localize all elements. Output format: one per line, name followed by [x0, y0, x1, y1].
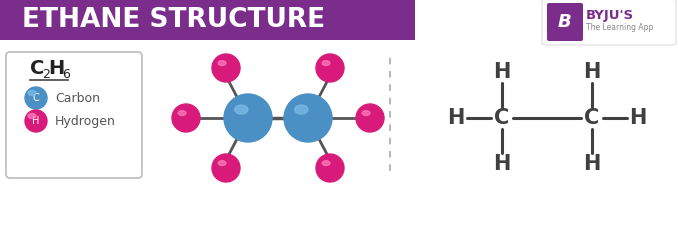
Circle shape	[316, 54, 344, 82]
Text: H: H	[447, 108, 464, 128]
Text: H: H	[629, 108, 647, 128]
Circle shape	[284, 94, 332, 142]
Ellipse shape	[218, 161, 226, 165]
Text: C: C	[584, 108, 599, 128]
Text: H: H	[583, 62, 601, 82]
Text: C: C	[33, 93, 39, 103]
Ellipse shape	[322, 61, 330, 66]
Ellipse shape	[235, 105, 248, 114]
Text: H: H	[583, 154, 601, 174]
Ellipse shape	[218, 61, 226, 66]
Text: H: H	[48, 59, 64, 79]
Ellipse shape	[362, 111, 370, 116]
Circle shape	[316, 154, 344, 182]
Circle shape	[212, 54, 240, 82]
Circle shape	[356, 104, 384, 132]
Text: ETHANE STRUCTURE: ETHANE STRUCTURE	[22, 7, 325, 33]
Ellipse shape	[178, 111, 186, 116]
Circle shape	[172, 104, 200, 132]
Ellipse shape	[28, 114, 36, 118]
FancyBboxPatch shape	[6, 52, 142, 178]
Circle shape	[25, 87, 47, 109]
FancyBboxPatch shape	[0, 0, 415, 40]
Text: The Learning App: The Learning App	[586, 24, 654, 33]
Text: B: B	[558, 13, 572, 31]
Ellipse shape	[295, 105, 308, 114]
Text: Carbon: Carbon	[55, 92, 100, 105]
Circle shape	[25, 110, 47, 132]
Text: 6: 6	[62, 67, 70, 80]
Ellipse shape	[28, 90, 36, 96]
Text: Hydrogen: Hydrogen	[55, 114, 116, 127]
Ellipse shape	[322, 161, 330, 165]
Text: C: C	[494, 108, 510, 128]
Text: C: C	[30, 59, 44, 79]
FancyBboxPatch shape	[542, 0, 676, 45]
Text: H: H	[494, 62, 511, 82]
Text: H: H	[33, 116, 40, 126]
Text: H: H	[494, 154, 511, 174]
Circle shape	[212, 154, 240, 182]
Circle shape	[224, 94, 272, 142]
FancyBboxPatch shape	[547, 3, 583, 41]
Text: BYJU'S: BYJU'S	[586, 9, 634, 22]
Text: 2: 2	[42, 67, 50, 80]
FancyBboxPatch shape	[0, 0, 415, 40]
